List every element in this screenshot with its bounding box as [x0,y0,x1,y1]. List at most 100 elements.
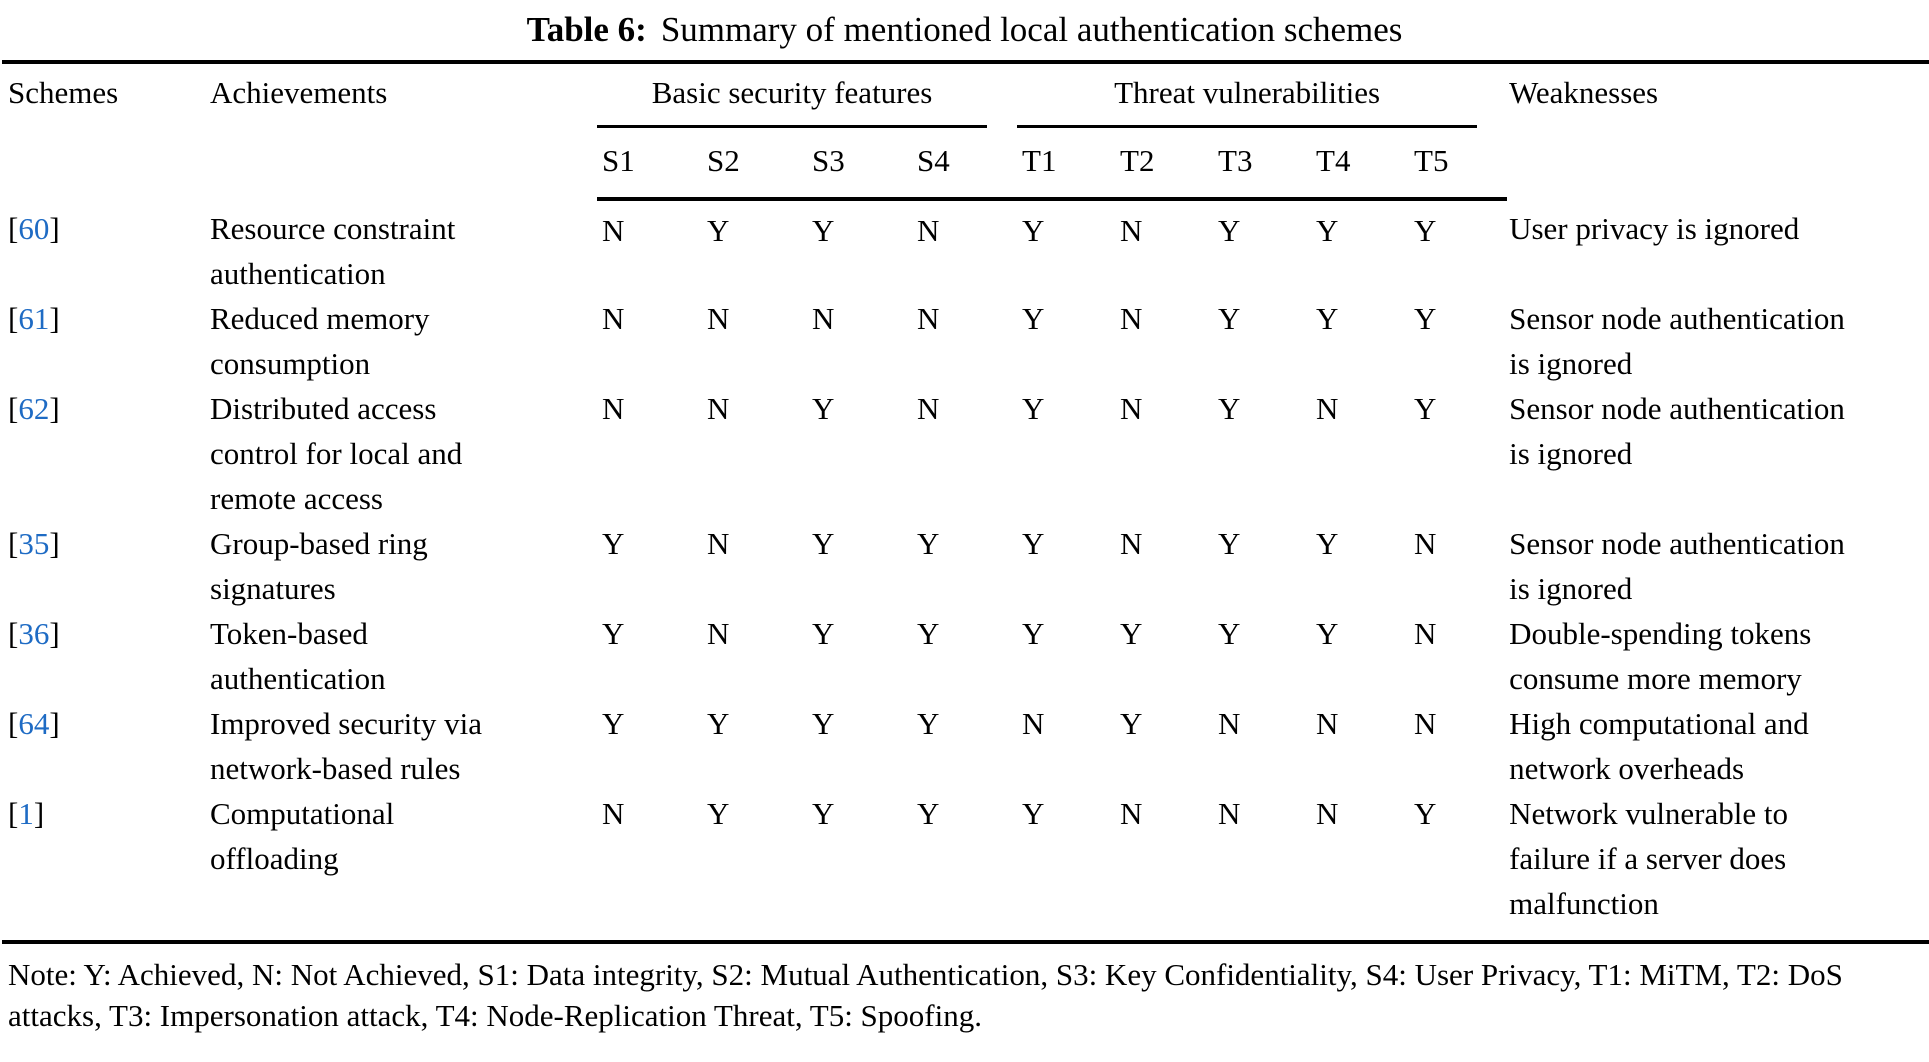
threat-flag-cell: N [1120,796,1143,831]
achievement-line: Resource constraint [210,211,456,246]
achievement-cell: Group-based ring signatures [202,521,597,611]
table-row: [61] Reduced memory consumption N N N N Y N Y Y Y Se… [2,296,1929,386]
security-flag-cell: Y [917,616,940,651]
weakness-cell: Sensor node authentication is ignored [1507,386,1929,521]
achievement-line: signatures [210,571,336,606]
threat-flag-cell: Y [1414,301,1437,336]
column-header-s2: S2 [702,128,807,201]
table-row: [64] Improved security via network-based r… [2,701,1929,791]
threat-flag-cell: Y [1120,706,1143,741]
table-header: Schemes Achievements Basic security feat… [2,62,1929,201]
scheme-reference-cell: [35] [8,526,60,561]
security-flag-cell: Y [812,706,835,741]
citation-link[interactable]: 64 [18,706,50,741]
column-header-t4: T4 [1311,128,1410,201]
threat-flag-cell: N [1414,526,1437,561]
security-flag-cell: Y [707,213,730,248]
achievement-cell: Reduced memory consumption [202,296,597,386]
weakness-line: User privacy is ignored [1509,211,1800,246]
weakness-cell: User privacy is ignored [1507,199,1929,296]
achievement-line: Token-based [210,616,368,651]
scheme-reference-cell: [1] [8,796,45,831]
security-flag-cell: Y [917,796,940,831]
threat-flag-cell: Y [1120,616,1143,651]
table-row: [1] Computational offloading N Y Y Y Y N N N Y Netwo… [2,791,1929,942]
column-header-t3: T3 [1213,128,1312,201]
security-flag-cell: Y [812,391,835,426]
security-flag-cell: N [812,301,835,336]
column-header-t5: T5 [1409,128,1508,201]
threat-flag-cell: Y [1414,796,1437,831]
threat-flag-cell: N [1120,526,1143,561]
table-row: [60] Resource constraint authentication N Y Y… [2,199,1929,296]
achievement-line: Computational [210,796,395,831]
group-header-threat-vulnerabilities: Threat vulnerabilities [1017,62,1507,128]
threat-flag-cell: N [1022,706,1045,741]
table-row: [62] Distributed access control for local … [2,386,1929,521]
security-flag-cell: Y [917,706,940,741]
column-header-s1: S1 [597,128,702,201]
achievement-cell: Computational offloading [202,791,597,942]
table-body: [60] Resource constraint authentication N Y Y… [2,199,1929,942]
security-flag-cell: N [917,213,940,248]
threat-flag-cell: N [1414,616,1437,651]
threat-flag-cell: Y [1218,391,1241,426]
threat-flag-cell: N [1316,706,1339,741]
citation-link[interactable]: 36 [18,616,50,651]
weakness-line: is ignored [1509,571,1633,606]
threat-flag-cell: Y [1022,391,1045,426]
citation-link[interactable]: 1 [18,796,34,831]
group-header-basic-security: Basic security features [597,62,1017,128]
achievement-cell: Resource constraint authentication [202,199,597,296]
threat-flag-cell: N [1316,391,1339,426]
threat-flag-cell: N [1316,796,1339,831]
threat-flag-cell: Y [1218,301,1241,336]
achievement-line: Reduced memory [210,301,430,336]
group-header-row: Schemes Achievements Basic security feat… [2,62,1929,128]
weakness-line: High computational and [1509,706,1809,741]
security-flag-cell: Y [812,616,835,651]
weakness-line: is ignored [1509,346,1633,381]
threat-flag-cell: Y [1316,301,1339,336]
security-flag-cell: N [707,526,730,561]
achievement-line: Distributed access [210,391,437,426]
achievement-line: offloading [210,841,339,876]
group-header-threat-vulnerabilities-label: Threat vulnerabilities [1017,64,1478,128]
security-flag-cell: Y [917,526,940,561]
weakness-line: is ignored [1509,436,1633,471]
threat-flag-cell: Y [1316,526,1339,561]
citation-link[interactable]: 60 [18,211,50,246]
threat-flag-cell: N [1218,796,1241,831]
column-header-achievements: Achievements [210,75,388,110]
security-flag-cell: Y [602,616,625,651]
weakness-cell: Double-spending tokens consume more memor… [1507,611,1929,701]
weakness-line: malfunction [1509,886,1659,921]
weakness-line: consume more memory [1509,661,1802,696]
security-flag-cell: N [602,796,625,831]
threat-flag-cell: N [1120,301,1143,336]
threat-flag-cell: Y [1022,526,1045,561]
sub-header-row: S1 S2 S3 S4 T1 T2 T3 T4 T5 [2,128,1929,201]
citation-link[interactable]: 35 [18,526,50,561]
achievement-line: remote access [210,481,383,516]
threat-flag-cell: Y [1218,526,1241,561]
security-flag-cell: N [917,301,940,336]
column-header-t2: T2 [1115,128,1214,201]
threat-flag-cell: Y [1414,213,1437,248]
scheme-reference-cell: [60] [8,211,60,246]
security-flag-cell: Y [812,526,835,561]
column-header-t1: T1 [1017,128,1116,201]
security-flag-cell: Y [812,213,835,248]
achievement-line: authentication [210,256,386,291]
citation-link[interactable]: 62 [18,391,50,426]
achievement-line: consumption [210,346,371,381]
column-header-weaknesses: Weaknesses [1509,75,1659,110]
achievement-cell: Distributed access control for local and r… [202,386,597,521]
citation-link[interactable]: 61 [18,301,50,336]
weakness-cell: Sensor node authentication is ignored [1507,521,1929,611]
threat-flag-cell: N [1120,391,1143,426]
weakness-line: Network vulnerable to [1509,796,1789,831]
security-flag-cell: N [707,391,730,426]
table-caption-label: Table 6: [526,10,647,49]
weakness-line: Double-spending tokens [1509,616,1812,651]
